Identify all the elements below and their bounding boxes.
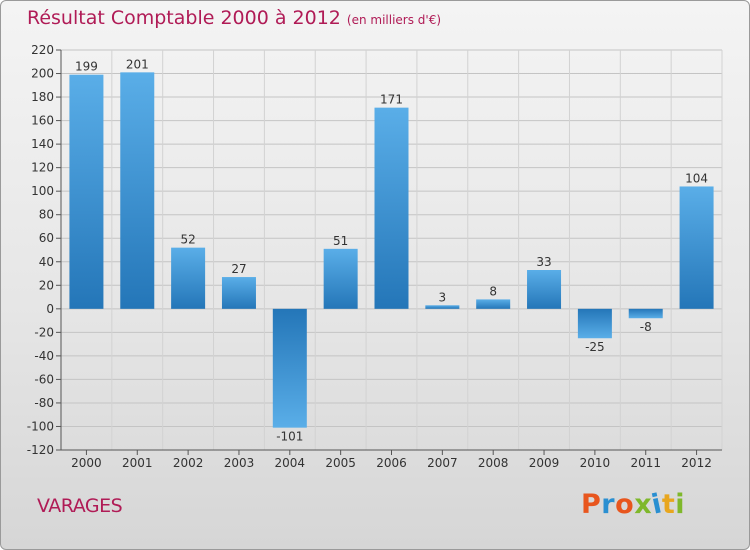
data-label: 201 [126,57,149,71]
data-label: -25 [585,340,605,354]
bar-2012[interactable] [679,186,714,309]
y-tick-label: 220 [31,43,54,57]
chart-subtitle: (en milliers d'€) [346,13,442,27]
bar-2000[interactable] [69,74,104,309]
x-tick-label: 2008 [478,456,509,470]
y-tick-label: 20 [39,278,54,292]
bar-2006[interactable] [374,107,409,309]
x-tick-label: 2002 [173,456,204,470]
data-label: -8 [640,320,652,334]
y-tick-label: -100 [27,419,54,433]
y-tick-label: -120 [27,443,54,457]
data-label: 3 [439,290,447,304]
y-tick-label: 120 [31,161,54,175]
x-tick-label: 2003 [224,456,255,470]
x-tick-label: 2001 [122,456,153,470]
y-tick-label: -60 [34,372,54,386]
axes: -120 -100 -80 -60 -40 -20 0 20 40 60 80 100 120 140 16… [27,43,722,470]
logo-letter: t [661,489,676,520]
x-tick-label: 2010 [580,456,611,470]
data-label: -101 [276,430,303,444]
data-label: 8 [489,284,497,298]
chart-title: Résultat Comptable 2000 à 2012 (en millie… [27,7,441,29]
y-tick-label: 80 [39,208,54,222]
data-label: 104 [685,171,708,185]
bars [69,72,714,428]
bar-2010[interactable] [577,308,612,339]
y-tick-label: -40 [34,349,54,363]
y-tick-label: 0 [46,302,54,316]
y-tick-label: 200 [31,67,54,81]
data-label: 33 [536,255,551,269]
x-tick-label: 2011 [630,456,661,470]
x-tick-label: 2000 [71,456,102,470]
data-label: 51 [333,234,348,248]
data-label: 27 [231,262,246,276]
commune-name: VARAGES [37,495,123,517]
bar-2003[interactable] [221,277,256,309]
y-tick-label: 60 [39,231,54,245]
logo-letter: i [675,489,686,520]
x-tick-label: 2007 [427,456,458,470]
logo-letter: o [615,489,635,520]
data-label: 52 [180,233,195,247]
proxiti-logo[interactable]: Proxiti [581,488,686,520]
y-tick-label: 160 [31,114,54,128]
x-tick-label: 2005 [325,456,356,470]
bar-2005[interactable] [323,248,358,309]
y-tick-label: 180 [31,90,54,104]
y-tick-label: -20 [34,325,54,339]
x-tick-label: 2012 [681,456,712,470]
y-tick-label: -80 [34,396,54,410]
bar-2009[interactable] [527,270,562,309]
x-tick-label: 2009 [529,456,560,470]
x-tick-label: 2006 [376,456,407,470]
labels: 199 201 52 27 -101 51 171 3 8 33 -25 -8 104 [75,57,708,443]
x-tick-label: 2004 [275,456,306,470]
y-tick-label: 140 [31,137,54,151]
y-tick-label: 100 [31,184,54,198]
bar-2004[interactable] [272,308,307,428]
chart-title-text: Résultat Comptable 2000 à 2012 [27,7,341,29]
bar-2007[interactable] [425,305,460,309]
logo-letter: P [581,489,602,520]
logo-letter: r [601,489,616,520]
bar-2008[interactable] [476,299,511,309]
data-label: 199 [75,60,98,74]
bar-2002[interactable] [171,247,206,309]
logo-letter: x [634,489,653,520]
bar-2001[interactable] [120,72,155,309]
bar-2011[interactable] [628,308,663,319]
y-tick-label: 40 [39,255,54,269]
data-label: 171 [380,93,403,107]
